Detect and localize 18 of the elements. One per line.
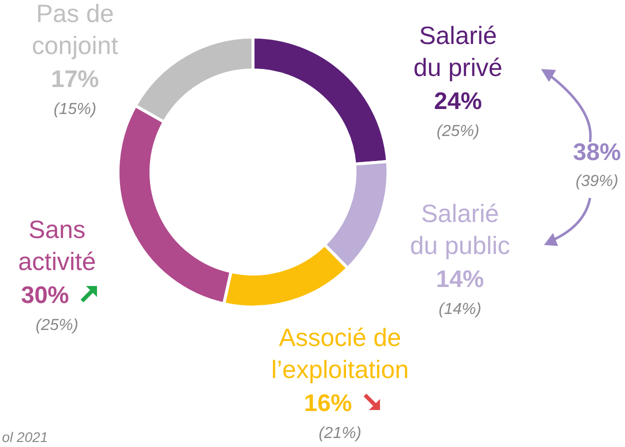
slice-label: Sans activité	[18, 216, 96, 276]
text: (14%)	[438, 301, 482, 318]
slice-label: Associé de l’exploitation	[271, 324, 409, 384]
slice-label: Pas de conjoint	[32, 0, 118, 60]
slice-label: Salarié du privé	[414, 22, 502, 82]
text: 38%	[572, 139, 622, 166]
slice-label: Salarié du public	[410, 200, 510, 260]
text: (21%)	[318, 425, 362, 442]
text: (39%)	[576, 173, 618, 190]
data-label: 17%	[50, 66, 100, 93]
data-label: 30%	[20, 282, 70, 309]
text: (25%)	[436, 123, 480, 140]
text: (25%)	[36, 317, 78, 334]
data-label: 16%	[304, 390, 352, 417]
data-label: 14%	[436, 266, 484, 293]
text: (15%)	[54, 101, 96, 118]
text: ol 2021	[2, 429, 48, 445]
data-label: 24%	[434, 88, 482, 115]
